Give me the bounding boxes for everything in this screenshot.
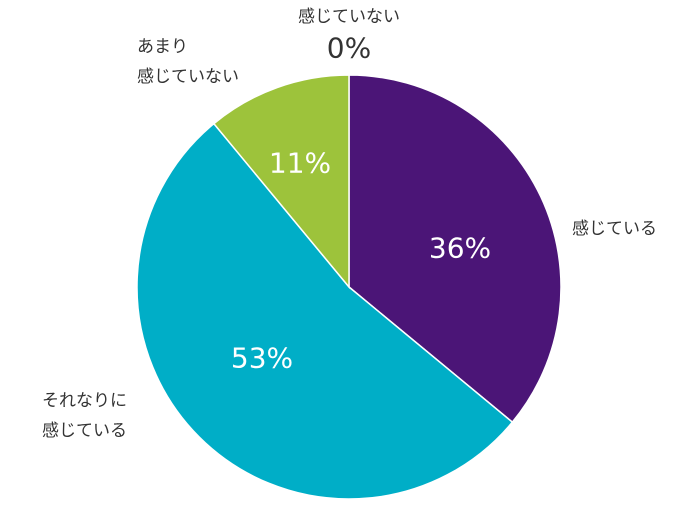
category-label: それなりに 感じている xyxy=(42,391,127,441)
pie-slice xyxy=(212,74,350,290)
value-label: 53% xyxy=(230,341,294,375)
value-label: 36% xyxy=(428,231,492,265)
category-label: 感じている xyxy=(572,219,657,239)
value-label: 0% xyxy=(326,31,372,65)
value-label: 11% xyxy=(268,146,332,180)
pie-slice xyxy=(348,74,562,424)
category-label: 感じていない xyxy=(298,7,400,27)
category-label: あまり 感じていない xyxy=(137,37,239,87)
pie-slice xyxy=(136,122,514,500)
